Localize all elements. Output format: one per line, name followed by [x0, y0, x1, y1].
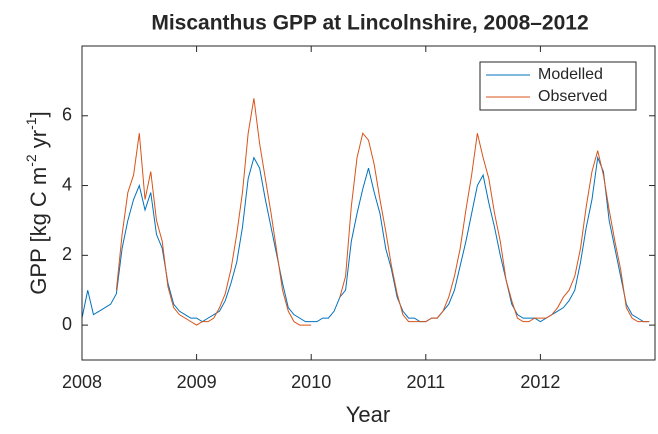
y-tick-label: 2 [62, 244, 72, 264]
x-tick-label: 2008 [62, 372, 102, 392]
y-axis-title-part: yr [26, 130, 51, 154]
legend-box [479, 61, 637, 111]
y-tick-label: 4 [62, 174, 72, 194]
x-tick-label: 2009 [177, 372, 217, 392]
chart-title: Miscanthus GPP at Lincolnshire, 2008–201… [151, 12, 588, 35]
legend-label: Modelled [538, 66, 603, 83]
y-axis-title-part: -1 [23, 117, 39, 130]
x-tick-label: 2012 [520, 372, 560, 392]
x-tick-label: 2011 [406, 372, 445, 392]
legend-label: Observed [538, 88, 607, 105]
y-axis-title-part: -2 [23, 154, 39, 167]
x-axis-title: Year [346, 402, 390, 427]
axes-box [81, 45, 656, 361]
y-axis-title-part: GPP [kg C m [26, 167, 51, 295]
data-line [115, 98, 650, 326]
y-axis-title-part: ] [26, 111, 51, 117]
y-tick-label: 6 [62, 105, 72, 125]
y-axis-title: GPP [kg C m-2 yr-1] [23, 111, 51, 294]
data-line [82, 155, 650, 323]
y-tick-label: 0 [62, 314, 72, 334]
x-tick-label: 2010 [291, 372, 331, 392]
